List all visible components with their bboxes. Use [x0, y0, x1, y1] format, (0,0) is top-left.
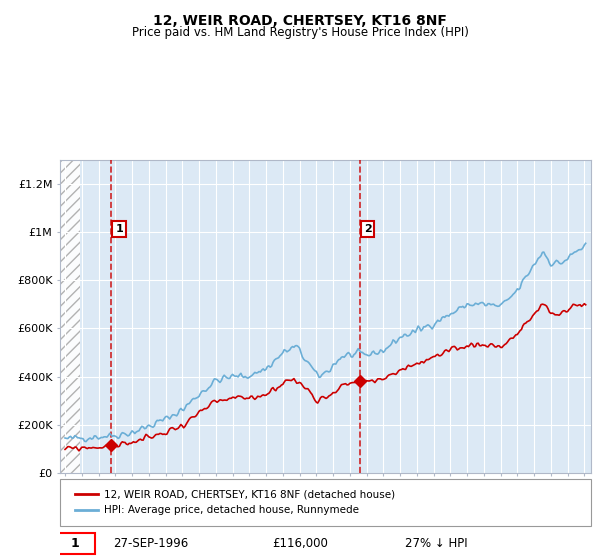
FancyBboxPatch shape	[55, 533, 95, 554]
Text: 1: 1	[70, 537, 79, 550]
Text: 1: 1	[115, 224, 123, 234]
Legend: 12, WEIR ROAD, CHERTSEY, KT16 8NF (detached house), HPI: Average price, detached: 12, WEIR ROAD, CHERTSEY, KT16 8NF (detac…	[71, 486, 399, 519]
Text: 12, WEIR ROAD, CHERTSEY, KT16 8NF: 12, WEIR ROAD, CHERTSEY, KT16 8NF	[153, 14, 447, 28]
Text: 27% ↓ HPI: 27% ↓ HPI	[405, 537, 468, 550]
Text: 27-SEP-1996: 27-SEP-1996	[113, 537, 188, 550]
Text: £116,000: £116,000	[272, 537, 328, 550]
FancyBboxPatch shape	[60, 479, 591, 526]
Bar	[60, 160, 80, 473]
Text: Price paid vs. HM Land Registry's House Price Index (HPI): Price paid vs. HM Land Registry's House …	[131, 26, 469, 39]
Text: 2: 2	[364, 224, 371, 234]
